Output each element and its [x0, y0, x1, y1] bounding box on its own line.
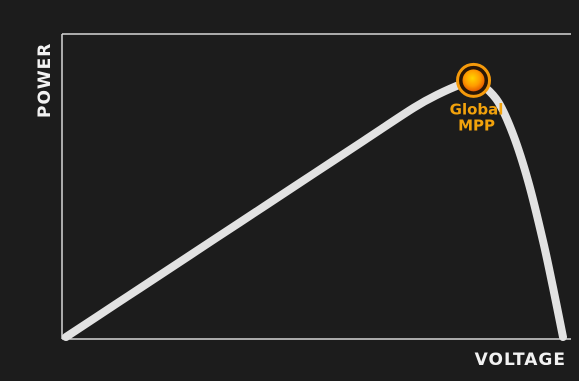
annotation-layer: Global MPP: [450, 62, 504, 134]
power-voltage-curve: [62, 76, 567, 341]
series-layer: [62, 76, 567, 341]
global-mpp-label: Global MPP: [450, 100, 504, 134]
x-axis-label: VOLTAGE: [475, 350, 566, 370]
y-axis-label: POWER: [35, 43, 55, 118]
global-mpp-label-line: MPP: [458, 116, 495, 134]
mpp-marker-dot: [462, 69, 485, 92]
global-mpp-label-line: Global: [450, 100, 504, 118]
